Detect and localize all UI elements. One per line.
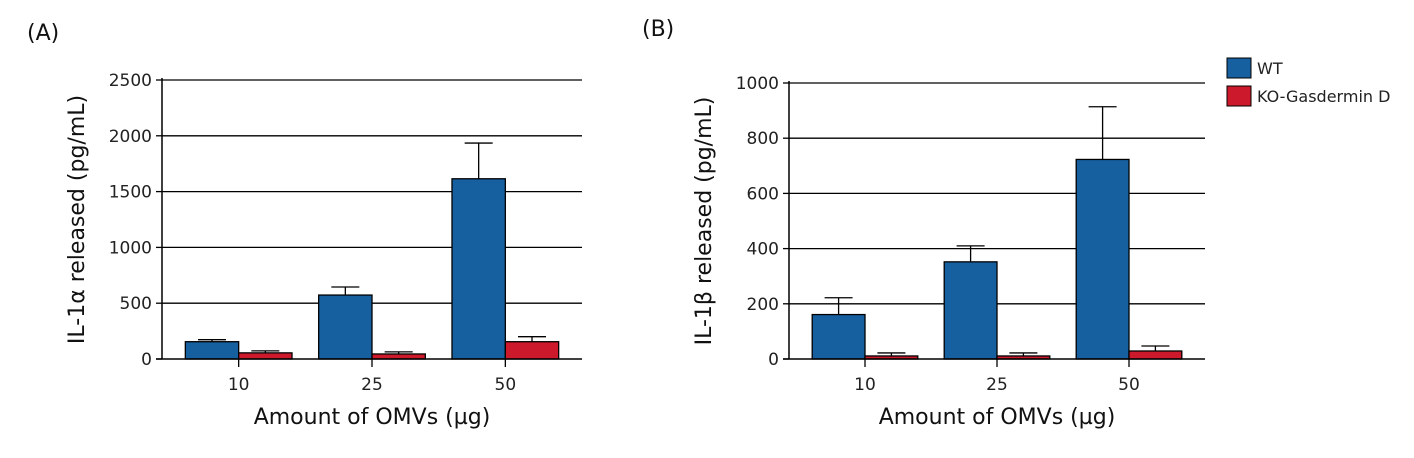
x-axis-label: Amount of OMVs (µg) — [879, 405, 1116, 430]
x-tick-label: 25 — [986, 375, 1008, 395]
legend: WT KO-Gasdermin D — [1226, 57, 1390, 107]
y-tick-label: 0 — [768, 350, 779, 370]
bar-wt-25 — [943, 261, 998, 360]
y-tick-label: 200 — [747, 295, 779, 315]
legend-label-wt: WT — [1257, 59, 1283, 78]
panel-label-a: (A) — [27, 21, 59, 46]
y-tick-label: 500 — [120, 294, 152, 314]
y-tick-label: 400 — [747, 240, 779, 260]
bar-wt-50 — [1075, 158, 1130, 360]
y-tick-label: 1500 — [109, 183, 152, 203]
legend-swatch-ko — [1226, 85, 1252, 107]
y-tick-label: 600 — [747, 184, 779, 204]
bar-ko-25 — [371, 353, 426, 360]
x-tick-label: 50 — [495, 375, 517, 395]
y-axis-label: IL-1α released (pg/mL) — [65, 95, 90, 344]
bar-wt-25 — [318, 294, 373, 360]
y-tick-label: 2000 — [109, 127, 152, 147]
panel-label-b: (B) — [642, 17, 674, 42]
x-tick-label: 25 — [361, 375, 383, 395]
bar-wt-10 — [184, 341, 240, 360]
y-tick-label: 2500 — [109, 71, 152, 91]
bar-ko-50 — [1128, 350, 1183, 360]
bar-ko-10 — [238, 352, 293, 360]
x-tick-label: 10 — [854, 375, 876, 395]
bar-wt-10 — [811, 313, 866, 360]
bar-wt-50 — [451, 178, 506, 360]
x-tick-label: 10 — [228, 375, 250, 395]
legend-label-ko: KO-Gasdermin D — [1257, 87, 1390, 106]
y-tick-label: 1000 — [736, 74, 779, 94]
y-axis-label: IL-1β released (pg/mL) — [692, 97, 717, 346]
y-tick-label: 0 — [141, 350, 152, 370]
x-tick-label: 50 — [1118, 375, 1140, 395]
y-tick-label: 800 — [747, 129, 779, 149]
legend-swatch-wt — [1226, 57, 1252, 79]
bar-ko-50 — [504, 341, 560, 360]
y-tick-label: 1000 — [109, 238, 152, 258]
x-axis-label: Amount of OMVs (µg) — [254, 405, 491, 430]
